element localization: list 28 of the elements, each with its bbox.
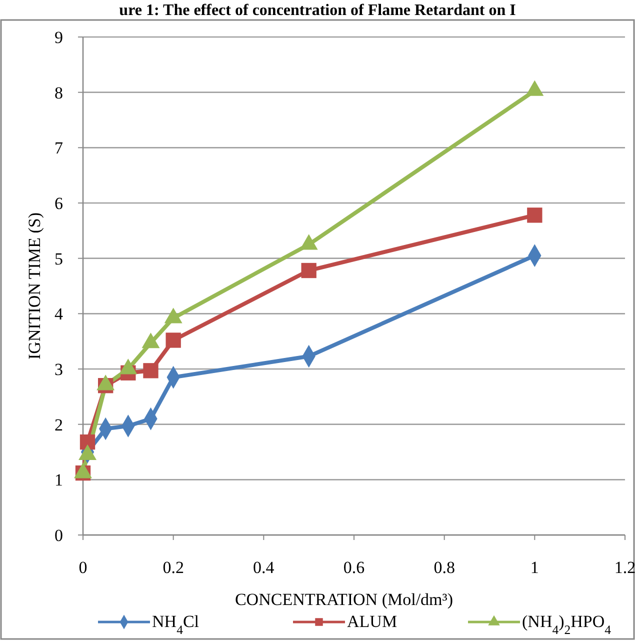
legend-label: ALUM [347,612,398,631]
x-tick-label: 1 [530,558,539,577]
y-tick-label: 9 [54,28,63,47]
x-tick-label: 0.6 [343,558,365,577]
y-tick-label: 0 [54,526,63,545]
point [527,208,542,223]
x-tick-label: 0.8 [434,558,455,577]
legend-label: (NH$_{4}$)$_{2}$HPO$_{4}$ [522,612,612,637]
y-tick-label: 3 [54,360,63,379]
x-tick-label: 0.2 [162,558,184,577]
legend-label: NH$_{4}$Cl [152,612,200,637]
point [301,262,316,278]
y-tick-label: 5 [54,249,63,268]
chart-title: ure 1: The effect of concentration of Flame Retardant on I [119,2,516,19]
y-tick-label: 7 [54,138,64,158]
point [143,363,158,378]
x-tick-label: 1.2 [614,558,635,577]
y-tick-label: 1 [54,470,63,490]
point [80,434,96,450]
x-tick-label: 0.4 [253,558,275,577]
y-tick-label: 8 [54,83,63,102]
point [166,332,181,348]
y-tick-label: 2 [54,415,63,434]
y-tick-label: 4 [54,304,64,324]
y-axis-title: IGNITION TIME (S) [25,212,44,360]
x-tick-label: 0 [78,558,88,577]
y-tick-label: 6 [54,194,63,213]
x-axis-title: CONCENTRATION (Mol/dm³) [234,590,454,609]
